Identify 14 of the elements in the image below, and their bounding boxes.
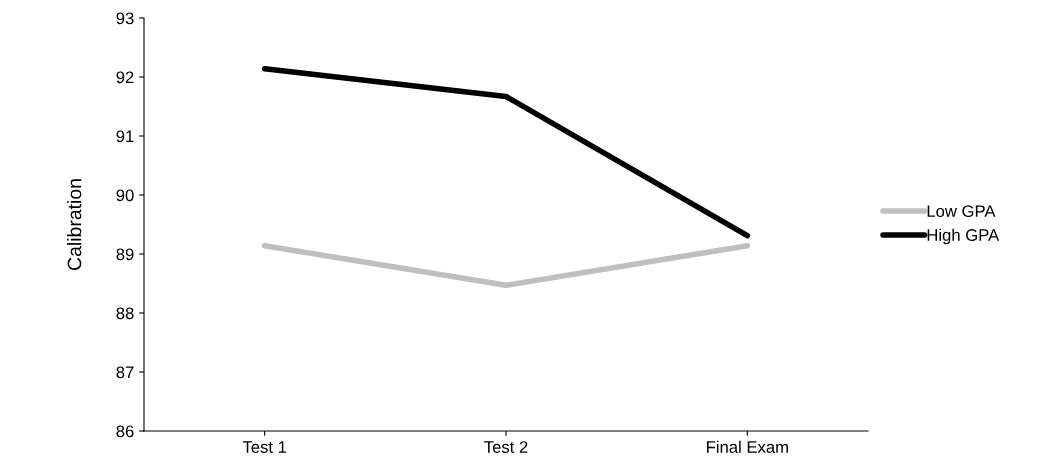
- y-tick-label: 86: [116, 425, 134, 438]
- y-tick-label: 88: [116, 307, 134, 320]
- y-axis-title: Calibration: [67, 179, 82, 270]
- y-tick-label: 89: [116, 248, 134, 261]
- y-tick-label: 91: [116, 130, 134, 143]
- y-tick-label: 87: [116, 366, 134, 379]
- legend-label: Low GPA: [927, 205, 996, 218]
- legend-label: High GPA: [927, 228, 1000, 245]
- x-tick-label: Test 1: [242, 441, 287, 453]
- x-tick-label: Test 2: [484, 441, 528, 453]
- y-tick-label: 90: [116, 189, 134, 202]
- y-tick-label: 92: [116, 71, 134, 84]
- y-tick-label: 93: [116, 12, 134, 25]
- x-tick-label: Final Exam: [707, 440, 788, 453]
